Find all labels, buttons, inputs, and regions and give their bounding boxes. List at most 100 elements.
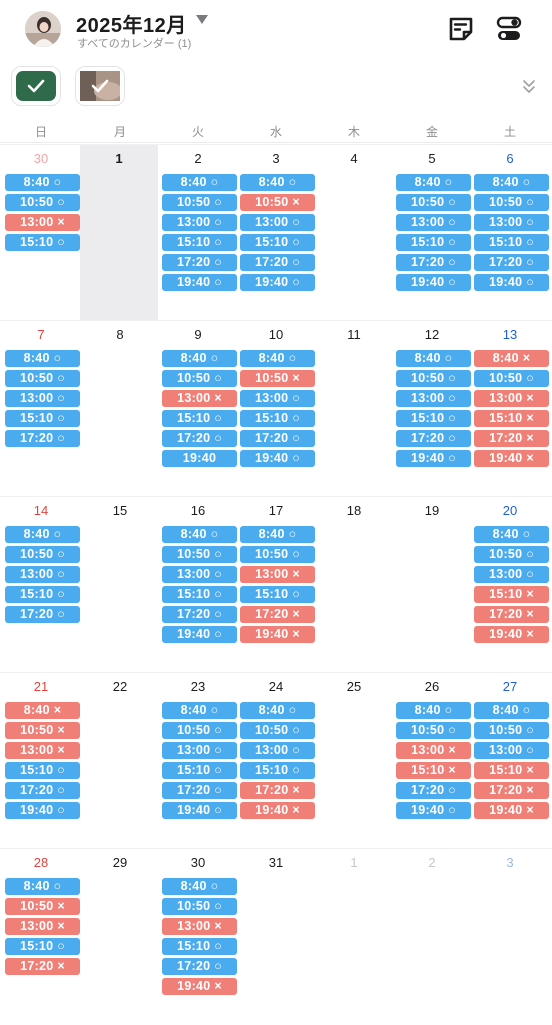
day-cell[interactable]: 31: [237, 849, 315, 1025]
time-slot-available[interactable]: 10:50 ○: [396, 370, 471, 387]
time-slot-unavailable[interactable]: 8:40 ×: [5, 702, 80, 719]
time-slot-available[interactable]: 8:40 ○: [474, 526, 549, 543]
time-slot-unavailable[interactable]: 13:00 ×: [240, 566, 315, 583]
time-slot-available[interactable]: 13:00 ○: [240, 742, 315, 759]
time-slot-available[interactable]: 15:10 ○: [240, 586, 315, 603]
day-cell[interactable]: 30 8:40 ○ 10:50 ○ 13:00 × 15:10 ○: [2, 145, 80, 321]
caret-down-icon[interactable]: [196, 15, 208, 24]
time-slot-available[interactable]: 19:40 ○: [162, 802, 237, 819]
day-cell[interactable]: 2 8:40 ○ 10:50 ○ 13:00 ○ 15:10 ○ 17:20 ○ 19:40…: [159, 145, 237, 321]
day-cell[interactable]: 19: [393, 497, 471, 673]
time-slot-available[interactable]: 10:50 ○: [5, 194, 80, 211]
time-slot-available[interactable]: 15:10 ○: [162, 586, 237, 603]
time-slot-unavailable[interactable]: 15:10 ×: [396, 762, 471, 779]
time-slot-available[interactable]: 13:00 ○: [240, 390, 315, 407]
time-slot-available[interactable]: 10:50 ○: [474, 370, 549, 387]
day-cell[interactable]: 16 8:40 ○ 10:50 ○ 13:00 ○ 15:10 ○ 17:20 ○ 19:4…: [159, 497, 237, 673]
time-slot-available[interactable]: 19:40 ○: [396, 274, 471, 291]
day-cell[interactable]: 28 8:40 ○ 10:50 × 13:00 × 15:10 ○ 17:20 ×: [2, 849, 80, 1025]
time-slot-available[interactable]: 8:40 ○: [474, 702, 549, 719]
time-slot-available[interactable]: 19:40 ○: [162, 626, 237, 643]
time-slot-unavailable[interactable]: 10:50 ×: [240, 370, 315, 387]
time-slot-available[interactable]: 15:10 ○: [240, 762, 315, 779]
time-slot-available[interactable]: 15:10 ○: [162, 410, 237, 427]
time-slot-available[interactable]: 19:40 ○: [162, 274, 237, 291]
time-slot-available[interactable]: 8:40 ○: [162, 526, 237, 543]
time-slot-available[interactable]: 10:50 ○: [240, 546, 315, 563]
time-slot-available[interactable]: 17:20 ○: [162, 958, 237, 975]
time-slot-available[interactable]: 15:10 ○: [162, 762, 237, 779]
day-cell[interactable]: 8: [81, 321, 159, 497]
time-slot-available[interactable]: 10:50 ○: [474, 546, 549, 563]
day-cell[interactable]: 7 8:40 ○ 10:50 ○ 13:00 ○ 15:10 ○ 17:20 ○: [2, 321, 80, 497]
day-cell[interactable]: 30 8:40 ○ 10:50 ○ 13:00 × 15:10 ○ 17:20 ○ 19:4…: [159, 849, 237, 1025]
day-cell[interactable]: 10 8:40 ○ 10:50 × 13:00 ○ 15:10 ○ 17:20 ○ 19:4…: [237, 321, 315, 497]
time-slot-available[interactable]: 13:00 ○: [5, 566, 80, 583]
time-slot-available[interactable]: 8:40 ○: [396, 350, 471, 367]
day-cell[interactable]: 22: [81, 673, 159, 849]
note-icon[interactable]: [446, 14, 476, 44]
calendar-filter-photo[interactable]: [75, 66, 125, 106]
time-slot-unavailable[interactable]: 13:00 ×: [474, 390, 549, 407]
time-slot-available[interactable]: 8:40 ○: [162, 174, 237, 191]
time-slot-unavailable[interactable]: 10:50 ×: [240, 194, 315, 211]
time-slot-available[interactable]: 17:20 ○: [396, 430, 471, 447]
time-slot-available[interactable]: 10:50 ○: [396, 722, 471, 739]
day-cell[interactable]: 9 8:40 ○ 10:50 ○ 13:00 × 15:10 ○ 17:20 ○ 19:40: [159, 321, 237, 497]
time-slot-available[interactable]: 8:40 ○: [5, 174, 80, 191]
time-slot-unavailable[interactable]: 10:50 ×: [5, 722, 80, 739]
time-slot-available[interactable]: 8:40 ○: [240, 174, 315, 191]
time-slot-available[interactable]: 19:40 ○: [240, 450, 315, 467]
time-slot-available[interactable]: 13:00 ○: [396, 390, 471, 407]
time-slot-unavailable[interactable]: 17:20 ×: [240, 782, 315, 799]
time-slot-available[interactable]: 8:40 ○: [240, 350, 315, 367]
time-slot-available[interactable]: 8:40 ○: [396, 702, 471, 719]
time-slot-available[interactable]: 17:20 ○: [5, 782, 80, 799]
time-slot-unavailable[interactable]: 17:20 ×: [474, 782, 549, 799]
day-cell[interactable]: 18: [315, 497, 393, 673]
time-slot-available[interactable]: 8:40 ○: [240, 526, 315, 543]
day-cell[interactable]: 14 8:40 ○ 10:50 ○ 13:00 ○ 15:10 ○ 17:20 ○: [2, 497, 80, 673]
time-slot-available[interactable]: 17:20 ○: [396, 254, 471, 271]
time-slot-available[interactable]: 15:10 ○: [162, 234, 237, 251]
day-cell[interactable]: 21 8:40 × 10:50 × 13:00 × 15:10 ○ 17:20 ○ 19:4…: [2, 673, 80, 849]
day-cell[interactable]: 13 8:40 × 10:50 ○ 13:00 × 15:10 × 17:20 × 19:4…: [471, 321, 549, 497]
time-slot-available[interactable]: 10:50 ○: [162, 370, 237, 387]
time-slot-unavailable[interactable]: 13:00 ×: [162, 390, 237, 407]
time-slot-available[interactable]: 15:10 ○: [240, 410, 315, 427]
time-slot-available[interactable]: 15:10 ○: [5, 586, 80, 603]
day-cell[interactable]: 17 8:40 ○ 10:50 ○ 13:00 × 15:10 ○ 17:20 × 19:4…: [237, 497, 315, 673]
time-slot-available[interactable]: 13:00 ○: [5, 390, 80, 407]
double-chevron-down-icon[interactable]: [520, 77, 538, 95]
time-slot-available[interactable]: 8:40 ○: [162, 878, 237, 895]
time-slot-available[interactable]: 17:20 ○: [162, 254, 237, 271]
time-slot-available[interactable]: 8:40 ○: [240, 702, 315, 719]
time-slot-available[interactable]: 17:20 ○: [240, 254, 315, 271]
time-slot-unavailable[interactable]: 19:40 ×: [474, 626, 549, 643]
time-slot-unavailable[interactable]: 17:20 ×: [474, 430, 549, 447]
time-slot-unavailable[interactable]: 17:20 ×: [5, 958, 80, 975]
time-slot-available[interactable]: 13:00 ○: [162, 566, 237, 583]
time-slot-unavailable[interactable]: 13:00 ×: [396, 742, 471, 759]
day-cell-today[interactable]: 1: [80, 145, 158, 321]
time-slot-unavailable[interactable]: 13:00 ×: [162, 918, 237, 935]
time-slot-available[interactable]: 10:50 ○: [162, 722, 237, 739]
time-slot-available[interactable]: 15:10 ○: [5, 234, 80, 251]
time-slot-available[interactable]: 17:20 ○: [240, 430, 315, 447]
time-slot-available[interactable]: 13:00 ○: [474, 566, 549, 583]
time-slot-available[interactable]: 19:40 ○: [474, 274, 549, 291]
time-slot-available[interactable]: 15:10 ○: [5, 762, 80, 779]
time-slot-available[interactable]: 13:00 ○: [474, 214, 549, 231]
day-cell[interactable]: 3: [471, 849, 549, 1025]
day-cell[interactable]: 25: [315, 673, 393, 849]
toggle-settings-icon[interactable]: [494, 14, 524, 44]
time-slot-unavailable[interactable]: 13:00 ×: [5, 214, 80, 231]
time-slot-unavailable[interactable]: 13:00 ×: [5, 918, 80, 935]
time-slot-available[interactable]: 17:20 ○: [162, 606, 237, 623]
avatar[interactable]: [25, 11, 61, 47]
time-slot-unavailable[interactable]: 10:50 ×: [5, 898, 80, 915]
time-slot-unavailable[interactable]: 19:40 ×: [162, 978, 237, 995]
time-slot-available[interactable]: 10:50 ○: [162, 194, 237, 211]
day-cell[interactable]: 24 8:40 ○ 10:50 ○ 13:00 ○ 15:10 ○ 17:20 × 19:4…: [237, 673, 315, 849]
month-title[interactable]: 2025年12月: [76, 15, 187, 37]
